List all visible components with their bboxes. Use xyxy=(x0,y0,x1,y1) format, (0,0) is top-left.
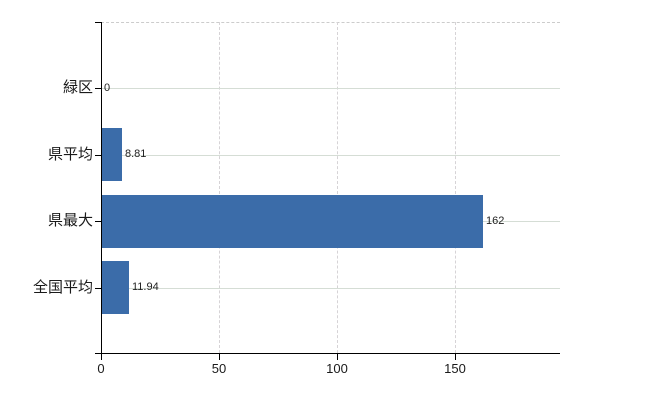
x-axis-tick xyxy=(337,354,338,360)
x-axis-tick xyxy=(455,354,456,360)
plot-top-border xyxy=(101,22,560,23)
x-axis-line xyxy=(95,353,560,354)
y-axis-tick xyxy=(95,155,101,156)
bar-value-label: 11.94 xyxy=(132,281,159,293)
vertical-gridline xyxy=(455,22,456,353)
bar-value-label: 0 xyxy=(104,82,111,94)
category-label: 全国平均 xyxy=(32,279,93,296)
bar xyxy=(101,195,483,248)
vertical-gridline xyxy=(337,22,338,353)
bar xyxy=(101,261,129,314)
bar xyxy=(101,128,122,181)
x-axis-tick-label: 150 xyxy=(444,361,466,376)
y-axis-tick xyxy=(95,221,101,222)
category-label: 県平均 xyxy=(47,146,93,163)
horizontal-gridline xyxy=(101,155,560,156)
category-label: 県最大 xyxy=(47,212,93,229)
x-axis-tick-label: 100 xyxy=(326,361,348,376)
x-axis-tick xyxy=(101,354,102,360)
y-axis-end-tick xyxy=(95,22,101,23)
horizontal-gridline xyxy=(101,88,560,89)
x-axis-tick-label: 0 xyxy=(97,361,105,376)
vertical-gridline xyxy=(219,22,220,353)
y-axis-tick xyxy=(95,288,101,289)
bar-value-label: 8.81 xyxy=(125,148,147,160)
category-label: 緑区 xyxy=(62,79,93,96)
x-axis-tick-label: 50 xyxy=(211,361,227,376)
y-axis-line xyxy=(101,22,102,354)
bar-value-label: 162 xyxy=(486,215,505,227)
y-axis-tick xyxy=(95,88,101,89)
x-axis-tick xyxy=(219,354,220,360)
horizontal-gridline xyxy=(101,288,560,289)
